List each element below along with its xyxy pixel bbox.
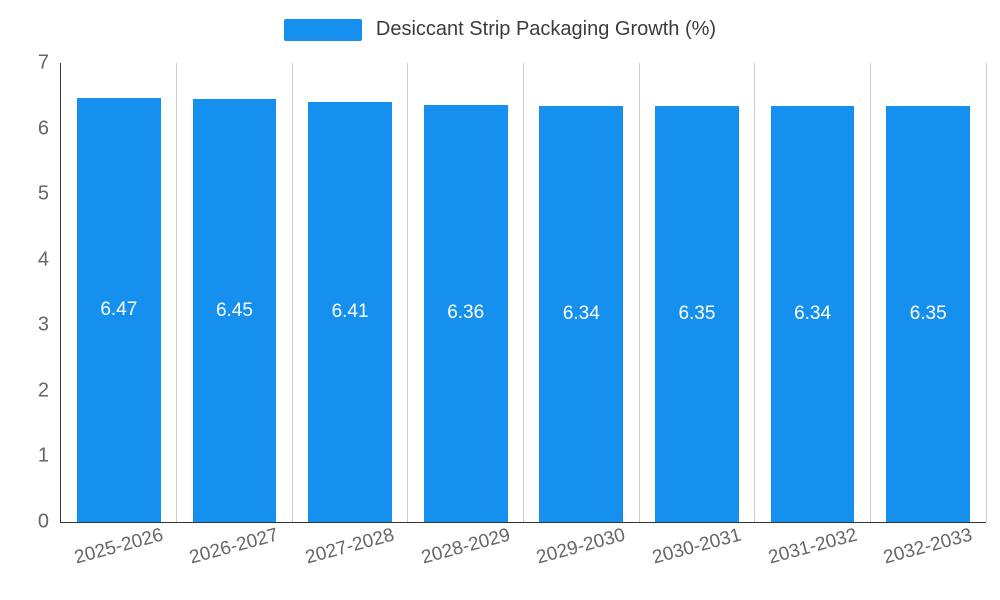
x-axis-tick-label: 2026-2027 <box>187 524 281 569</box>
bar-value-label: 6.35 <box>909 302 947 324</box>
bar-value-label: 6.34 <box>562 303 600 325</box>
plot-area: 0 1 2 3 4 5 6 7 6.47 2025-2026 6.45 2026-2027 6.41 20… <box>38 52 987 568</box>
vertical-gridline <box>638 63 640 522</box>
y-axis-tick-label: 1 <box>37 444 49 467</box>
y-axis-tick-label: 6 <box>37 117 49 140</box>
bar-value-label: 6.47 <box>100 298 138 320</box>
bar <box>308 101 392 522</box>
bar <box>770 106 855 522</box>
bar <box>76 97 161 522</box>
bar <box>886 105 971 522</box>
bar-value-label: 6.45 <box>215 299 253 321</box>
x-axis-tick-label: 2030-2031 <box>650 524 744 569</box>
x-axis-tick-label: 2029-2030 <box>534 524 628 569</box>
x-axis-tick-label: 2027-2028 <box>303 524 397 569</box>
bar <box>539 106 624 522</box>
vertical-gridline <box>869 63 871 522</box>
vertical-gridline <box>407 63 409 522</box>
vertical-gridline <box>754 63 756 522</box>
bar <box>192 99 277 522</box>
bar-value-label: 6.34 <box>794 303 832 325</box>
x-axis-tick-label: 2032-2033 <box>881 524 975 569</box>
bar-value-label: 6.36 <box>447 302 485 324</box>
legend-swatch <box>283 18 362 41</box>
bar <box>655 105 739 522</box>
y-axis-tick-label: 3 <box>37 313 49 336</box>
bar-value-label: 6.41 <box>331 300 369 322</box>
chart-legend: Desiccant Strip Packaging Growth (%) <box>0 18 1000 41</box>
y-axis-tick-label: 0 <box>37 510 49 533</box>
vertical-gridline <box>985 63 987 522</box>
vertical-gridline <box>176 63 178 522</box>
y-axis-tick-label: 7 <box>37 51 49 74</box>
y-axis-tick-label: 5 <box>37 182 49 205</box>
bar <box>423 104 508 522</box>
bar-value-label: 6.35 <box>678 302 716 324</box>
x-axis-tick-label: 2028-2029 <box>418 524 513 569</box>
vertical-gridline <box>291 63 293 522</box>
x-axis-tick-label: 2031-2032 <box>765 524 860 569</box>
x-axis-tick-label: 2025-2026 <box>72 524 166 569</box>
chart-title: Desiccant Strip Packaging Growth (%) <box>375 18 717 40</box>
y-axis-tick-label: 2 <box>37 379 49 402</box>
y-axis-tick-label: 4 <box>37 248 49 271</box>
vertical-gridline <box>523 63 524 522</box>
